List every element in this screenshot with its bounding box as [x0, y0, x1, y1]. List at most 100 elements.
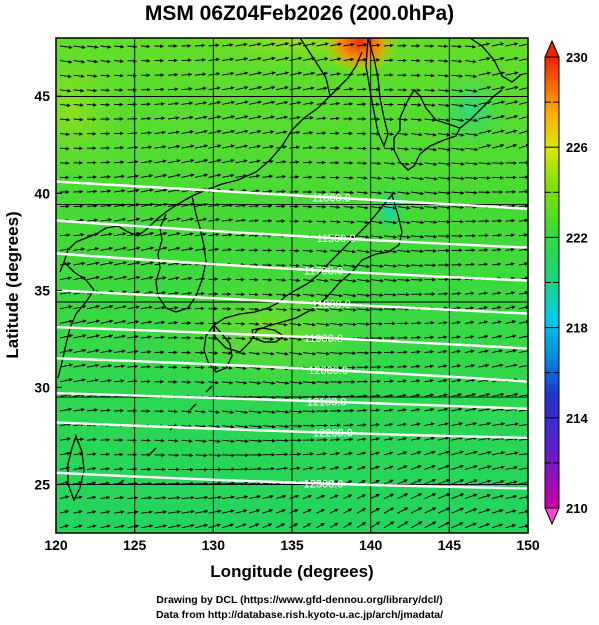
wind-arrow: [410, 191, 425, 196]
wind-arrow: [275, 307, 288, 312]
wind-arrow: [424, 118, 437, 122]
wind-arrow: [451, 176, 465, 181]
credit-data: Data from http://database.rish.kyoto-u.a…: [155, 609, 444, 621]
wind-arrow: [370, 451, 380, 456]
wind-arrow: [329, 101, 340, 106]
wind-arrow: [181, 380, 192, 385]
wind-arrow: [154, 524, 168, 529]
wind-arrow: [302, 322, 316, 327]
wind-arrow: [113, 217, 127, 222]
wind-arrow: [154, 438, 165, 443]
wind-arrow: [518, 218, 528, 223]
wind-arrow: [410, 205, 425, 210]
wind-arrow: [491, 100, 506, 105]
wind-arrow: [343, 205, 355, 210]
wind-arrow: [437, 335, 448, 340]
wind-arrow: [478, 233, 489, 238]
wind-arrow: [275, 100, 289, 105]
wind-arrow: [424, 407, 435, 412]
wind-arrow: [208, 232, 220, 237]
wind-arrow: [478, 262, 489, 267]
wind-arrow: [100, 524, 111, 529]
wind-arrow: [208, 144, 222, 149]
wind-arrow: [73, 232, 85, 237]
wind-arrow: [518, 451, 528, 456]
wind-arrow: [248, 174, 261, 179]
wind-arrow: [518, 56, 528, 62]
wind-arrow: [73, 117, 84, 122]
wind-arrow: [397, 102, 408, 107]
wind-arrow: [248, 100, 262, 105]
wind-arrow: [383, 278, 398, 283]
x-tick-label: 135: [280, 537, 304, 553]
wind-arrow: [437, 450, 450, 456]
wind-arrow: [356, 235, 370, 239]
wind-arrow: [248, 351, 261, 356]
wind-arrow: [289, 71, 303, 76]
wind-arrow: [289, 130, 301, 135]
wind-arrow: [275, 130, 288, 135]
wind-arrow: [397, 507, 409, 514]
wind-arrow: [316, 437, 328, 442]
wind-arrow: [397, 422, 407, 427]
wind-arrow: [464, 392, 477, 397]
wind-arrow: [181, 481, 195, 486]
wind-arrow: [329, 380, 343, 385]
wind-arrow: [437, 422, 449, 427]
wind-arrow: [383, 176, 396, 181]
wind-arrow: [370, 161, 382, 166]
wind-arrow: [491, 262, 502, 267]
wind-arrow: [167, 246, 181, 251]
wind-arrow: [262, 351, 275, 356]
wind-arrow: [505, 465, 519, 470]
wind-arrow: [194, 409, 206, 414]
wind-arrow: [167, 306, 179, 310]
wind-arrow: [248, 381, 262, 385]
wind-arrow: [275, 56, 290, 62]
wind-arrow: [113, 145, 124, 150]
wind-arrow: [181, 87, 193, 91]
wind-arrow: [86, 117, 97, 122]
wind-arrow: [262, 494, 274, 500]
wind-arrow: [289, 175, 300, 179]
wind-arrow: [343, 522, 353, 529]
x-axis: 120 125 130 135 140 145 150: [44, 527, 540, 553]
wind-arrow: [518, 466, 528, 470]
wind-arrow: [154, 202, 168, 208]
wind-arrow: [140, 275, 154, 281]
wind-arrow: [329, 437, 341, 442]
wind-arrow: [451, 133, 465, 137]
wind-arrow: [275, 174, 287, 179]
wind-arrow: [410, 465, 422, 470]
wind-arrow: [100, 275, 114, 281]
wind-arrow: [100, 45, 112, 49]
wind-arrow: [478, 56, 491, 62]
wind-arrow: [140, 350, 152, 354]
wind-arrow: [73, 261, 86, 266]
wind-arrow: [397, 479, 408, 485]
wind-arrow: [464, 407, 477, 412]
wind-arrow: [275, 263, 286, 268]
wind-arrow: [59, 524, 69, 529]
wind-arrow: [410, 393, 421, 398]
wind-arrow: [140, 495, 153, 500]
wind-arrow: [127, 174, 139, 179]
wind-arrow: [464, 349, 475, 354]
wind-arrow: [410, 234, 425, 239]
wind-arrow: [221, 509, 235, 514]
wind-arrow: [154, 496, 167, 500]
wind-arrow: [59, 334, 73, 339]
x-tick-label: 130: [202, 537, 226, 553]
wind-arrow: [518, 100, 528, 105]
wind-arrow: [329, 86, 341, 91]
contour-label: 12000.0: [308, 365, 348, 377]
contour-label: 12100.0: [307, 397, 347, 409]
wind-arrow: [370, 507, 381, 514]
wind-arrow: [235, 85, 249, 91]
wind-arrow: [356, 522, 367, 529]
wind-arrow: [181, 306, 192, 311]
wind-arrow: [356, 394, 368, 398]
wind-arrow: [437, 393, 448, 397]
wind-arrow: [424, 436, 436, 441]
wind-arrow: [248, 203, 260, 208]
